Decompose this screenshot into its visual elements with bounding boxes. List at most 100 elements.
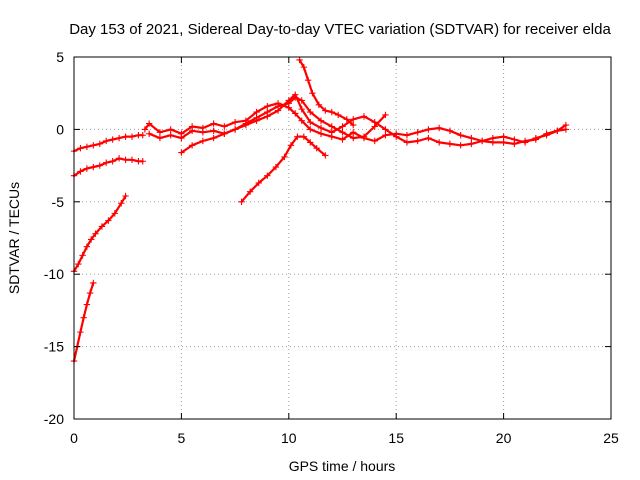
data-point [188, 142, 196, 149]
data-point [83, 243, 91, 250]
data-point [457, 142, 464, 149]
data-point [139, 158, 146, 165]
data-point [264, 172, 271, 179]
data-point [92, 230, 99, 237]
data-point [199, 129, 207, 136]
data-point [156, 129, 164, 136]
data-point [371, 123, 378, 130]
data-point [178, 134, 185, 142]
data-point [90, 163, 97, 171]
data-point [317, 124, 325, 132]
data-point [350, 116, 357, 123]
x-tick-label: 20 [496, 430, 512, 446]
data-point [298, 97, 305, 104]
series-track-3 [70, 192, 129, 275]
data-point [382, 126, 389, 133]
data-point [489, 139, 497, 146]
data-point [307, 108, 314, 116]
data-point [86, 289, 94, 297]
data-point [90, 142, 97, 149]
y-tick-label: -5 [52, 194, 65, 210]
data-point [403, 131, 411, 139]
data-point [79, 252, 86, 259]
data-point [339, 123, 346, 130]
data-point [511, 140, 518, 148]
data-point [122, 156, 129, 164]
x-tick-label: 5 [178, 430, 186, 446]
data-point [292, 110, 299, 117]
x-tick-label: 25 [603, 430, 619, 446]
data-point [543, 130, 550, 137]
data-point [210, 134, 217, 142]
data-point [221, 130, 228, 137]
data-point [343, 116, 350, 123]
data-point [281, 153, 288, 161]
data-point [238, 198, 245, 205]
data-point [307, 118, 314, 126]
data-point [96, 140, 103, 148]
data-point [210, 120, 217, 127]
data-point [246, 188, 254, 195]
data-point [128, 156, 136, 164]
y-tick-label: 0 [56, 121, 64, 137]
data-point [315, 101, 323, 108]
data-point [554, 127, 561, 135]
data-point [145, 120, 153, 127]
series-line [72, 194, 127, 273]
grid-layer [74, 57, 611, 419]
series-track-9 [296, 56, 357, 129]
data-point [335, 111, 342, 119]
data-point [298, 117, 305, 124]
data-point [253, 108, 260, 116]
data-point [500, 139, 507, 146]
data-point [98, 223, 106, 230]
data-point [128, 133, 136, 140]
data-point [307, 139, 314, 146]
series-track-8 [238, 133, 329, 205]
data-point [304, 76, 312, 84]
data-point [118, 200, 125, 207]
data-point [167, 126, 174, 133]
y-tick-label: -10 [44, 266, 64, 282]
data-point [446, 140, 454, 148]
x-axis-label: GPS time / hours [289, 458, 396, 474]
series-layer [70, 56, 570, 365]
series-line [240, 135, 327, 203]
data-point [457, 131, 464, 139]
data-point [188, 127, 196, 135]
data-point [115, 134, 123, 142]
data-point [83, 301, 91, 308]
data-point [317, 130, 325, 137]
data-point [77, 168, 84, 175]
data-point [122, 192, 129, 200]
data-point [298, 105, 305, 113]
data-point [532, 136, 540, 143]
data-point [83, 143, 91, 150]
tick-layer: 0 5 10 15 20 25 5 0 -5 -10 -15 -20 [44, 49, 619, 446]
data-point [500, 133, 507, 140]
y-tick-label: 5 [56, 49, 64, 65]
data-point [350, 129, 357, 136]
data-point [272, 163, 280, 171]
data-point [328, 129, 335, 136]
data-point [382, 111, 389, 119]
data-point [382, 131, 389, 139]
data-point [141, 126, 149, 133]
data-point [300, 133, 308, 140]
data-point [478, 137, 486, 145]
series-track-1 [70, 131, 146, 155]
y-axis-label: SDTVAR / TECUs [6, 182, 22, 294]
data-point [309, 90, 316, 97]
data-point [446, 127, 454, 135]
data-point [90, 279, 97, 287]
data-point [322, 107, 329, 114]
data-point [371, 137, 378, 145]
data-point [253, 114, 260, 122]
data-point [317, 117, 325, 124]
data-point [139, 131, 146, 139]
data-point [231, 118, 239, 126]
data-point [264, 108, 271, 116]
data-point [231, 126, 239, 133]
data-point [264, 103, 271, 110]
y-tick-label: -20 [44, 411, 64, 427]
